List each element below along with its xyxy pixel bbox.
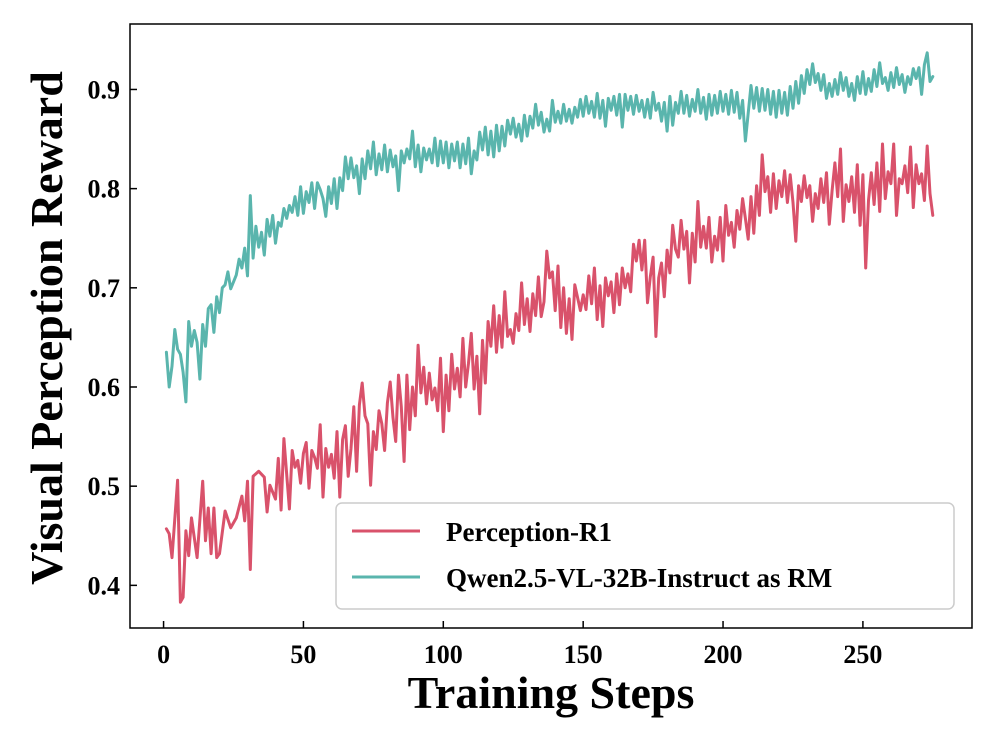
x-tick-label: 100: [424, 640, 463, 669]
legend-label-perception-r1: Perception-R1: [446, 517, 612, 547]
y-tick-label: 0.5: [88, 472, 121, 501]
series-line-0: [164, 142, 935, 604]
series-layer: [164, 51, 935, 604]
x-tick-label: 150: [564, 640, 603, 669]
y-tick-label: 0.6: [88, 373, 121, 402]
y-axis-title: Visual Perception Reward: [21, 71, 72, 585]
x-tick-label: 200: [704, 640, 743, 669]
y-tick-label: 0.7: [88, 274, 121, 303]
plot-frame: [129, 23, 973, 629]
x-axis-title: Training Steps: [408, 667, 695, 718]
legend: Perception-R1 Qwen2.5-VL-32B-Instruct as…: [335, 502, 955, 610]
legend-label-qwen-rm: Qwen2.5-VL-32B-Instruct as RM: [446, 563, 832, 593]
x-tick-label: 50: [290, 640, 316, 669]
x-tick-label: 250: [843, 640, 882, 669]
legend-box: [335, 502, 955, 610]
series-line-1: [164, 51, 935, 404]
plot-area: 0 50 100 150 200 250 0.4 0.5 0.6 0.7 0.8 0.9: [88, 23, 973, 669]
y-tick-label: 0.8: [88, 175, 121, 204]
y-tick-label: 0.9: [88, 75, 121, 104]
x-tick-label: 0: [157, 640, 170, 669]
ticks-layer: 0 50 100 150 200 250 0.4 0.5 0.6 0.7 0.8 0.9: [88, 75, 883, 669]
y-tick-label: 0.4: [88, 571, 121, 600]
